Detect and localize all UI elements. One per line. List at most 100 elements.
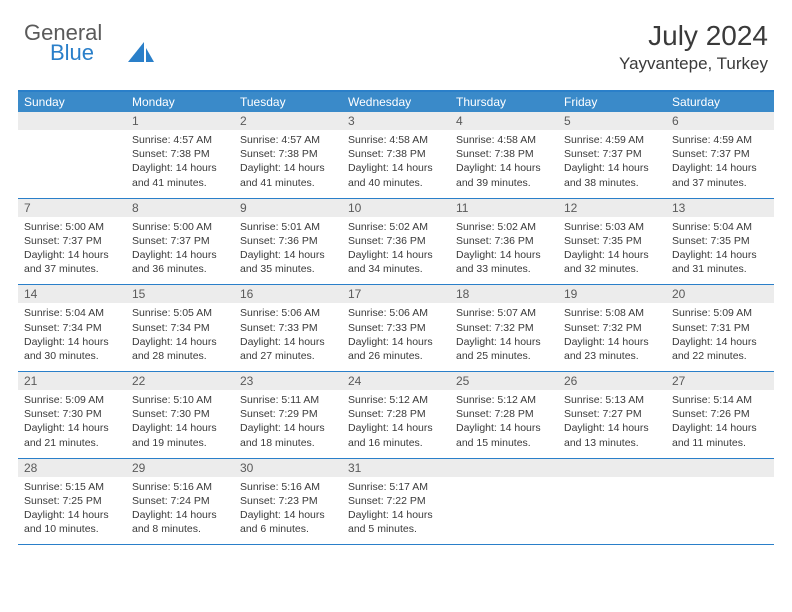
day-cell: 7Sunrise: 5:00 AMSunset: 7:37 PMDaylight… [18, 199, 126, 285]
day-body: Sunrise: 4:58 AMSunset: 7:38 PMDaylight:… [342, 130, 450, 198]
day-body: Sunrise: 5:15 AMSunset: 7:25 PMDaylight:… [18, 477, 126, 545]
day-body: Sunrise: 5:00 AMSunset: 7:37 PMDaylight:… [126, 217, 234, 285]
day-number: 22 [126, 372, 234, 390]
day-cell: 22Sunrise: 5:10 AMSunset: 7:30 PMDayligh… [126, 372, 234, 458]
day-number: 11 [450, 199, 558, 217]
day-body: Sunrise: 5:14 AMSunset: 7:26 PMDaylight:… [666, 390, 774, 458]
day-body [666, 477, 774, 543]
day-body [450, 477, 558, 543]
day-body: Sunrise: 4:58 AMSunset: 7:38 PMDaylight:… [450, 130, 558, 198]
day-cell: 5Sunrise: 4:59 AMSunset: 7:37 PMDaylight… [558, 112, 666, 198]
week-row: 14Sunrise: 5:04 AMSunset: 7:34 PMDayligh… [18, 285, 774, 372]
day-cell: 10Sunrise: 5:02 AMSunset: 7:36 PMDayligh… [342, 199, 450, 285]
day-number: 21 [18, 372, 126, 390]
day-cell: 15Sunrise: 5:05 AMSunset: 7:34 PMDayligh… [126, 285, 234, 371]
day-body: Sunrise: 5:11 AMSunset: 7:29 PMDaylight:… [234, 390, 342, 458]
day-number: 4 [450, 112, 558, 130]
day-cell: 26Sunrise: 5:13 AMSunset: 7:27 PMDayligh… [558, 372, 666, 458]
day-number [558, 459, 666, 477]
day-body: Sunrise: 4:59 AMSunset: 7:37 PMDaylight:… [558, 130, 666, 198]
day-cell: 28Sunrise: 5:15 AMSunset: 7:25 PMDayligh… [18, 459, 126, 545]
day-body: Sunrise: 5:12 AMSunset: 7:28 PMDaylight:… [450, 390, 558, 458]
location: Yayvantepe, Turkey [619, 54, 768, 74]
day-number: 18 [450, 285, 558, 303]
week-row: 21Sunrise: 5:09 AMSunset: 7:30 PMDayligh… [18, 372, 774, 459]
day-number: 27 [666, 372, 774, 390]
day-body: Sunrise: 5:10 AMSunset: 7:30 PMDaylight:… [126, 390, 234, 458]
day-body: Sunrise: 5:12 AMSunset: 7:28 PMDaylight:… [342, 390, 450, 458]
day-number: 29 [126, 459, 234, 477]
day-cell: 29Sunrise: 5:16 AMSunset: 7:24 PMDayligh… [126, 459, 234, 545]
day-body [558, 477, 666, 543]
day-cell: 23Sunrise: 5:11 AMSunset: 7:29 PMDayligh… [234, 372, 342, 458]
day-header-cell: Monday [126, 92, 234, 112]
day-body: Sunrise: 5:00 AMSunset: 7:37 PMDaylight:… [18, 217, 126, 285]
month-title: July 2024 [619, 20, 768, 52]
day-number [666, 459, 774, 477]
day-number: 25 [450, 372, 558, 390]
day-number: 28 [18, 459, 126, 477]
week-row: 7Sunrise: 5:00 AMSunset: 7:37 PMDaylight… [18, 199, 774, 286]
day-body: Sunrise: 5:06 AMSunset: 7:33 PMDaylight:… [234, 303, 342, 371]
day-cell: 20Sunrise: 5:09 AMSunset: 7:31 PMDayligh… [666, 285, 774, 371]
day-body: Sunrise: 5:06 AMSunset: 7:33 PMDaylight:… [342, 303, 450, 371]
day-number: 17 [342, 285, 450, 303]
day-body: Sunrise: 5:05 AMSunset: 7:34 PMDaylight:… [126, 303, 234, 371]
day-number: 19 [558, 285, 666, 303]
day-body [18, 130, 126, 196]
day-cell [450, 459, 558, 545]
day-body: Sunrise: 5:02 AMSunset: 7:36 PMDaylight:… [450, 217, 558, 285]
week-row: 28Sunrise: 5:15 AMSunset: 7:25 PMDayligh… [18, 459, 774, 546]
day-header-cell: Wednesday [342, 92, 450, 112]
week-row: 1Sunrise: 4:57 AMSunset: 7:38 PMDaylight… [18, 112, 774, 199]
day-body: Sunrise: 5:07 AMSunset: 7:32 PMDaylight:… [450, 303, 558, 371]
day-header-cell: Tuesday [234, 92, 342, 112]
day-number: 2 [234, 112, 342, 130]
day-cell: 9Sunrise: 5:01 AMSunset: 7:36 PMDaylight… [234, 199, 342, 285]
day-cell: 21Sunrise: 5:09 AMSunset: 7:30 PMDayligh… [18, 372, 126, 458]
day-number: 10 [342, 199, 450, 217]
day-body: Sunrise: 5:01 AMSunset: 7:36 PMDaylight:… [234, 217, 342, 285]
day-body: Sunrise: 5:03 AMSunset: 7:35 PMDaylight:… [558, 217, 666, 285]
day-cell: 19Sunrise: 5:08 AMSunset: 7:32 PMDayligh… [558, 285, 666, 371]
day-header-cell: Thursday [450, 92, 558, 112]
day-cell: 2Sunrise: 4:57 AMSunset: 7:38 PMDaylight… [234, 112, 342, 198]
day-number: 8 [126, 199, 234, 217]
day-body: Sunrise: 4:59 AMSunset: 7:37 PMDaylight:… [666, 130, 774, 198]
day-number: 1 [126, 112, 234, 130]
day-number: 24 [342, 372, 450, 390]
day-number: 6 [666, 112, 774, 130]
day-cell: 18Sunrise: 5:07 AMSunset: 7:32 PMDayligh… [450, 285, 558, 371]
day-number [450, 459, 558, 477]
day-number: 12 [558, 199, 666, 217]
day-body: Sunrise: 4:57 AMSunset: 7:38 PMDaylight:… [234, 130, 342, 198]
day-header-row: SundayMondayTuesdayWednesdayThursdayFrid… [18, 92, 774, 112]
logo-sail-icon [128, 42, 154, 64]
day-body: Sunrise: 5:08 AMSunset: 7:32 PMDaylight:… [558, 303, 666, 371]
calendar: SundayMondayTuesdayWednesdayThursdayFrid… [18, 90, 774, 545]
day-number: 26 [558, 372, 666, 390]
day-cell: 16Sunrise: 5:06 AMSunset: 7:33 PMDayligh… [234, 285, 342, 371]
day-cell: 27Sunrise: 5:14 AMSunset: 7:26 PMDayligh… [666, 372, 774, 458]
day-cell: 30Sunrise: 5:16 AMSunset: 7:23 PMDayligh… [234, 459, 342, 545]
day-cell: 1Sunrise: 4:57 AMSunset: 7:38 PMDaylight… [126, 112, 234, 198]
day-number: 14 [18, 285, 126, 303]
day-number: 5 [558, 112, 666, 130]
day-cell [558, 459, 666, 545]
day-number: 20 [666, 285, 774, 303]
day-cell: 17Sunrise: 5:06 AMSunset: 7:33 PMDayligh… [342, 285, 450, 371]
day-cell: 11Sunrise: 5:02 AMSunset: 7:36 PMDayligh… [450, 199, 558, 285]
title-block: July 2024 Yayvantepe, Turkey [619, 20, 768, 74]
day-number: 16 [234, 285, 342, 303]
header: General Blue July 2024 Yayvantepe, Turke… [0, 0, 792, 82]
day-number: 7 [18, 199, 126, 217]
day-body: Sunrise: 5:13 AMSunset: 7:27 PMDaylight:… [558, 390, 666, 458]
day-header-cell: Friday [558, 92, 666, 112]
logo: General Blue [24, 20, 102, 66]
day-number: 30 [234, 459, 342, 477]
day-cell: 25Sunrise: 5:12 AMSunset: 7:28 PMDayligh… [450, 372, 558, 458]
day-number: 31 [342, 459, 450, 477]
day-body: Sunrise: 5:04 AMSunset: 7:34 PMDaylight:… [18, 303, 126, 371]
day-cell: 4Sunrise: 4:58 AMSunset: 7:38 PMDaylight… [450, 112, 558, 198]
day-cell [666, 459, 774, 545]
